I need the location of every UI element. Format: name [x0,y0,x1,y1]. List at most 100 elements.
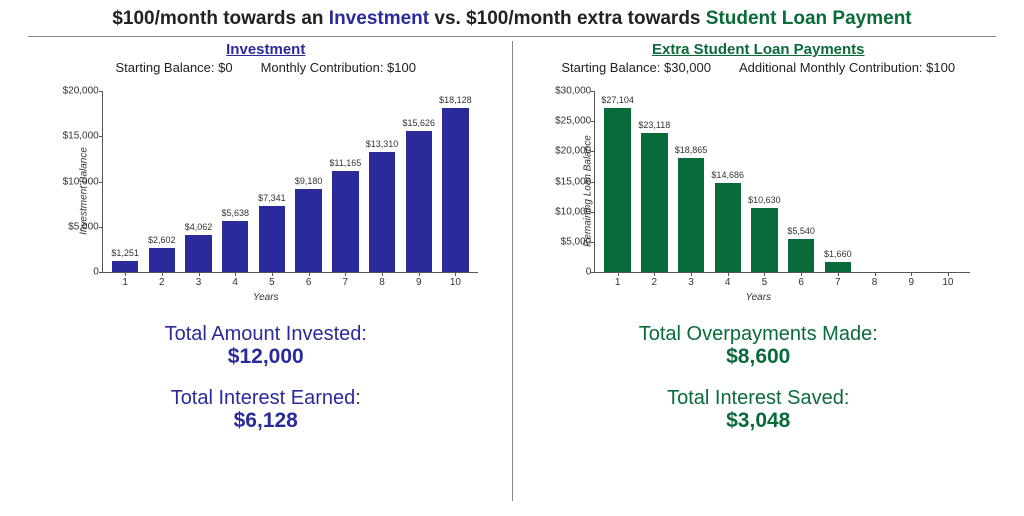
bar-slot: $27,1041 [599,91,636,272]
bar: $23,118 [641,133,667,272]
loan-panel: Extra Student Loan Payments Starting Bal… [513,41,1005,501]
bar-value-label: $18,128 [439,95,472,105]
investment-monthly-contribution: Monthly Contribution: $100 [261,60,416,75]
xtick-mark [801,272,802,276]
investment-panel: Investment Starting Balance: $0 Monthly … [20,41,512,501]
xtick-mark [419,272,420,276]
bar-value-label: $18,865 [675,145,708,155]
bar-slot: $18,8653 [673,91,710,272]
bar: $15,626 [406,131,432,272]
ytick-label: $15,000 [51,131,99,142]
loan-summary-2: Total Interest Saved: $3,048 [667,387,849,433]
bar-slot: 10 [930,91,967,272]
bar: $13,310 [369,152,395,272]
investment-total-invested-label: Total Amount Invested: [165,323,367,346]
title-loan-word: Student Loan Payment [706,8,912,29]
bar-value-label: $1,660 [824,249,852,259]
title-prefix: $100/month towards an [112,8,328,29]
bar-slot: $1,6607 [819,91,856,272]
xtick-mark [691,272,692,276]
ytick-label: $5,000 [51,221,99,232]
investment-summary-2: Total Interest Earned: $6,128 [171,387,361,433]
ytick-label: $5,000 [543,236,591,247]
ytick-mark [99,272,103,273]
bar-slot: $9,1806 [290,91,327,272]
ytick-mark [591,121,595,122]
ytick-label: $20,000 [51,86,99,97]
bar-value-label: $27,104 [601,95,634,105]
xtick-label: 8 [379,277,385,288]
xtick-label: 7 [343,277,349,288]
xtick-mark [948,272,949,276]
loan-summary-1: Total Overpayments Made: $8,600 [639,323,878,369]
bar-slot: $5,6384 [217,91,254,272]
bar-value-label: $13,310 [366,139,399,149]
xtick-label: 4 [232,277,238,288]
bar-slot: $18,12810 [437,91,474,272]
ytick-label: $10,000 [543,206,591,217]
xtick-label: 3 [196,277,202,288]
loan-bars: $27,1041$23,1182$18,8653$14,6864$10,6305… [595,91,970,272]
investment-xlabel: Years [253,292,279,303]
bar-value-label: $5,540 [787,226,815,236]
xtick-label: 6 [798,277,804,288]
xtick-mark [911,272,912,276]
ytick-label: $30,000 [543,86,591,97]
bar: $14,686 [715,183,741,272]
bar-value-label: $11,165 [329,158,361,168]
xtick-mark [309,272,310,276]
ytick-mark [591,272,595,273]
bar-slot: $14,6864 [709,91,746,272]
main-title: $100/month towards an Investment vs. $10… [20,8,1004,30]
ytick-mark [99,227,103,228]
bar: $5,540 [788,239,814,272]
xtick-label: 4 [725,277,731,288]
bar-slot: $10,6305 [746,91,783,272]
xtick-mark [654,272,655,276]
bar-value-label: $10,630 [748,195,781,205]
xtick-label: 7 [835,277,841,288]
xtick-mark [162,272,163,276]
panels: Investment Starting Balance: $0 Monthly … [20,41,1004,501]
bar-value-label: $4,062 [185,222,213,232]
xtick-label: 6 [306,277,312,288]
xtick-mark [764,272,765,276]
loan-interest-saved-value: $3,048 [667,409,849,433]
title-investment-word: Investment [329,8,429,29]
xtick-label: 5 [762,277,768,288]
bar: $1,251 [112,261,138,272]
bar-slot: 8 [856,91,893,272]
bar: $18,128 [442,108,468,272]
ytick-label: 0 [543,267,591,278]
ytick-mark [591,182,595,183]
xtick-mark [838,272,839,276]
xtick-mark [125,272,126,276]
ytick-label: $10,000 [51,176,99,187]
ytick-mark [99,136,103,137]
bar: $18,865 [678,158,704,272]
bar-slot: $11,1657 [327,91,364,272]
loan-overpayments-value: $8,600 [639,345,878,369]
xtick-mark [618,272,619,276]
loan-overpayments-label: Total Overpayments Made: [639,323,878,346]
bar-value-label: $9,180 [295,176,323,186]
xtick-label: 2 [652,277,658,288]
xtick-mark [875,272,876,276]
bar-value-label: $2,602 [148,235,176,245]
ytick-label: $25,000 [543,116,591,127]
xtick-mark [272,272,273,276]
bar-value-label: $23,118 [638,120,670,130]
bar-slot: $23,1182 [636,91,673,272]
bar: $5,638 [222,221,248,272]
investment-total-invested-value: $12,000 [165,345,367,369]
investment-panel-title: Investment [226,41,305,58]
ytick-mark [591,91,595,92]
loan-plot-area: $27,1041$23,1182$18,8653$14,6864$10,6305… [594,91,970,273]
bar-value-label: $14,686 [711,170,744,180]
bar-slot: 9 [893,91,930,272]
bar-value-label: $1,251 [111,248,139,258]
bar: $11,165 [332,171,358,272]
bar-slot: $7,3415 [254,91,291,272]
ytick-mark [99,182,103,183]
title-middle: vs. $100/month extra towards [429,8,706,29]
